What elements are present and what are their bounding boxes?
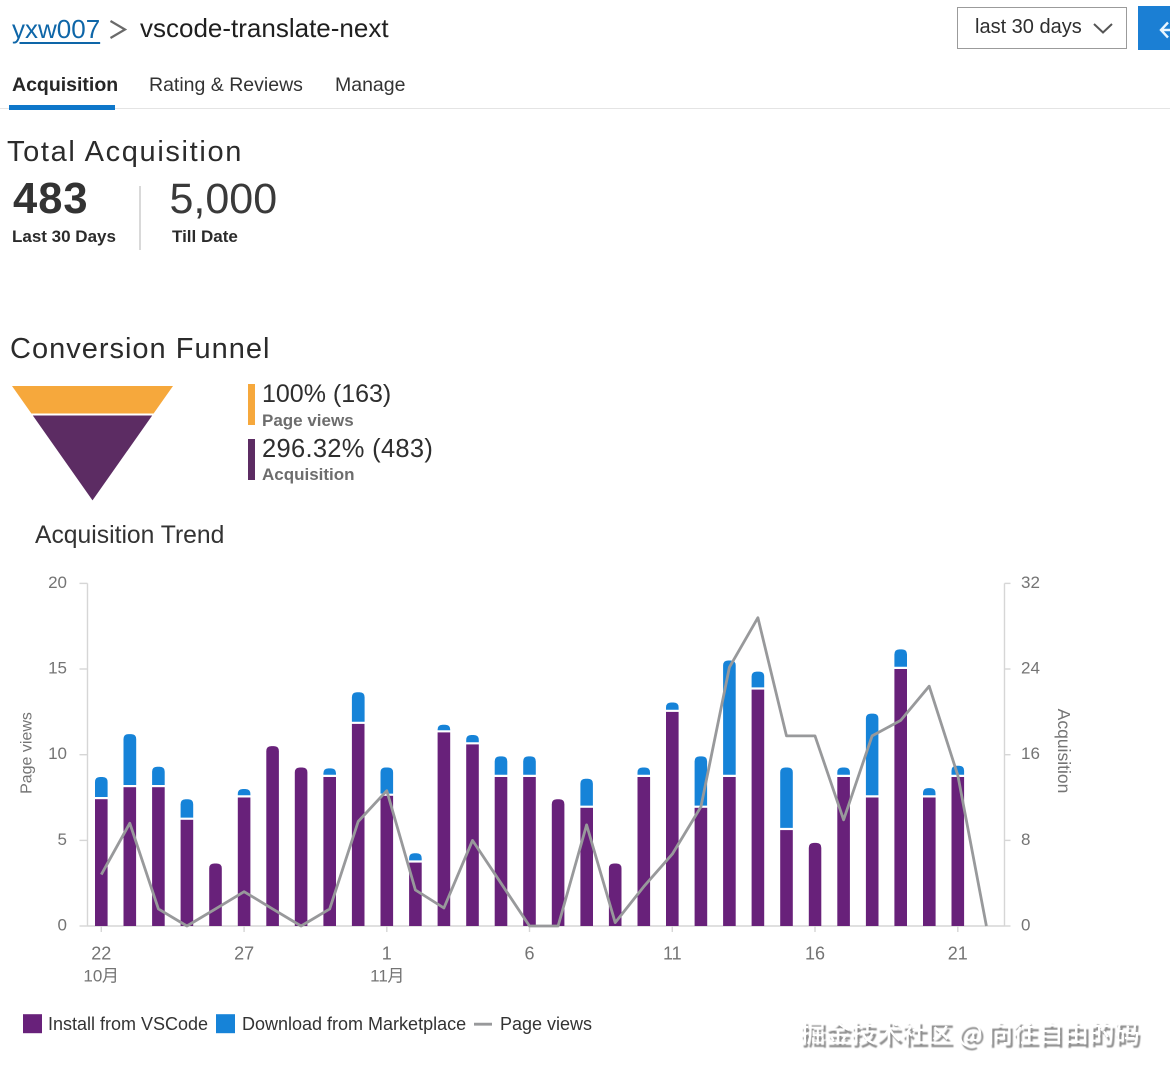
svg-text:1: 1: [382, 944, 392, 964]
svg-text:20: 20: [48, 573, 67, 592]
svg-text:Download from Marketplace: Download from Marketplace: [242, 1014, 466, 1034]
svg-text:0: 0: [1021, 916, 1030, 935]
svg-text:15: 15: [48, 659, 67, 678]
svg-text:32: 32: [1021, 573, 1040, 592]
svg-text:11: 11: [663, 944, 682, 964]
svg-text:Page views: Page views: [19, 712, 36, 794]
svg-text:Acquisition: Acquisition: [1054, 709, 1074, 794]
svg-text:21: 21: [948, 944, 968, 964]
svg-text:5: 5: [58, 830, 67, 849]
svg-text:Install from VSCode: Install from VSCode: [48, 1014, 208, 1034]
svg-text:6: 6: [524, 944, 534, 964]
svg-text:Page views: Page views: [500, 1014, 592, 1034]
svg-text:24: 24: [1021, 659, 1040, 678]
svg-text:22: 22: [91, 944, 111, 964]
svg-text:8: 8: [1021, 830, 1030, 849]
svg-text:0: 0: [58, 916, 67, 935]
svg-text:10: 10: [48, 744, 67, 763]
svg-text:11: 11: [370, 967, 388, 986]
svg-text:16: 16: [1021, 744, 1040, 763]
svg-text:16: 16: [805, 944, 825, 964]
svg-text:10: 10: [83, 967, 102, 986]
svg-text:27: 27: [234, 944, 254, 964]
